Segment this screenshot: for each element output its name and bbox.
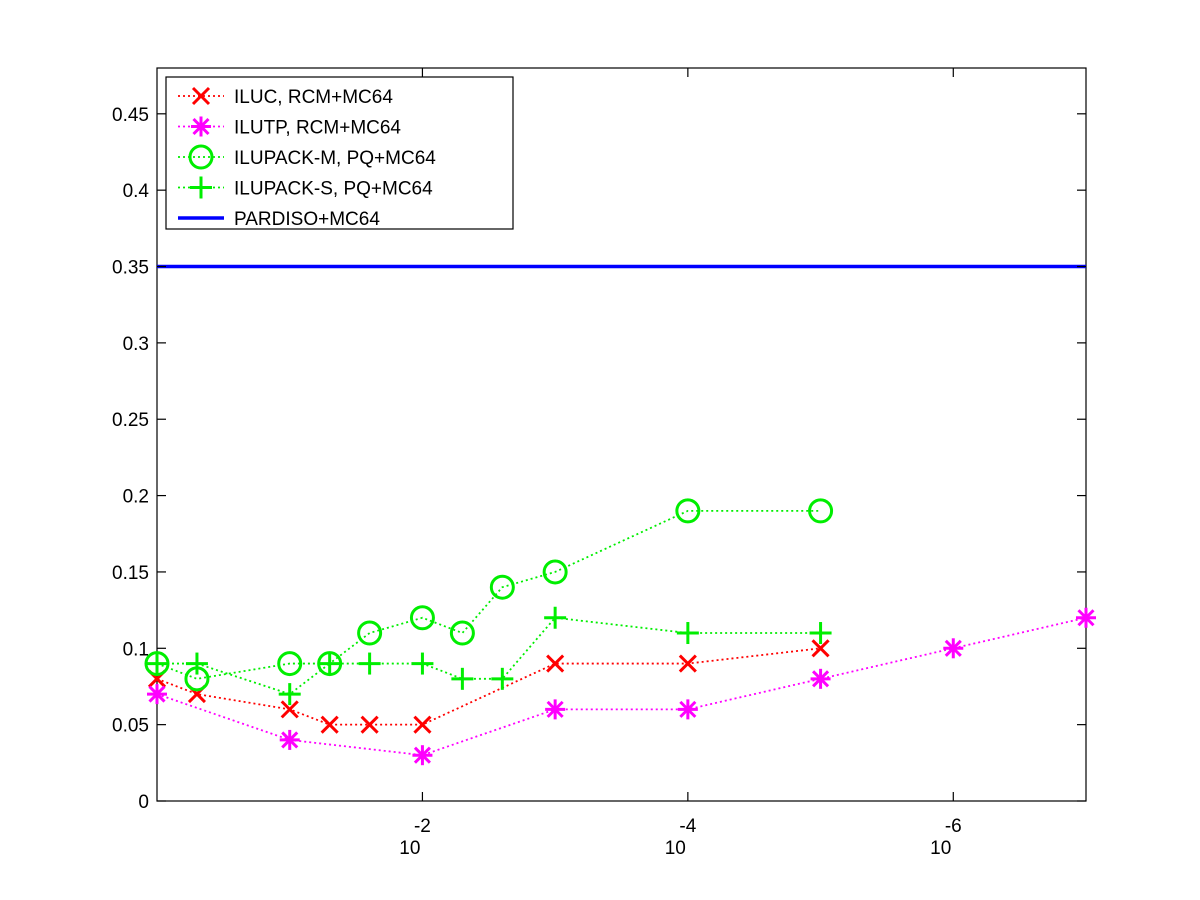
data-point <box>318 652 341 675</box>
y-tick-label: 0.4 <box>123 181 150 202</box>
data-point <box>147 684 167 705</box>
data-point <box>808 498 834 524</box>
legend-item: PARDISO+MC64 <box>178 209 380 230</box>
legend-label: ILUPACK-S, PQ+MC64 <box>234 179 433 200</box>
data-point <box>413 715 432 734</box>
legend: ILUC, RCM+MC64 ILUTP, RCM+MC64 ILUPACK-M, … <box>165 76 514 230</box>
data-point <box>1076 607 1096 628</box>
data-point <box>449 620 475 646</box>
y-tick-label: 0.25 <box>112 410 149 431</box>
data-point <box>360 715 379 734</box>
y-tick-label: 0 <box>138 792 149 813</box>
data-point <box>320 715 339 734</box>
data-point <box>357 620 383 646</box>
data-point <box>675 498 701 524</box>
data-point <box>676 622 699 645</box>
legend-item: ILUC, RCM+MC64 <box>178 86 393 108</box>
legend-label: ILUTP, RCM+MC64 <box>234 118 401 139</box>
x-tick-label-exponent: -4 <box>679 816 696 837</box>
data-point <box>451 667 474 690</box>
data-point <box>412 745 433 766</box>
data-point <box>677 699 698 720</box>
y-tick-label: 0.45 <box>112 105 149 126</box>
data-point <box>279 729 300 750</box>
series-3 <box>146 606 832 706</box>
x-tick-label-base: 10 <box>399 838 420 859</box>
data-point <box>409 605 435 631</box>
legend-item: ILUPACK-M, PQ+MC64 <box>178 144 436 170</box>
x-tick-label-exponent: -2 <box>414 816 431 837</box>
data-point <box>491 667 514 690</box>
y-tick-label: 0.35 <box>112 258 149 279</box>
y-tick-label: 0.05 <box>112 716 149 737</box>
data-point <box>185 652 208 675</box>
y-tick-label: 0.3 <box>123 334 149 355</box>
series-line <box>156 509 821 680</box>
series-1 <box>147 607 1096 766</box>
y-tick-label: 0.15 <box>112 563 149 584</box>
data-point <box>546 654 565 673</box>
data-point <box>809 622 832 645</box>
data-point <box>545 699 566 720</box>
series-layer <box>144 264 1096 766</box>
data-point <box>280 700 299 719</box>
data-point <box>489 574 515 600</box>
data-point <box>411 652 434 675</box>
data-point <box>943 638 964 659</box>
x-tick-label-exponent: -6 <box>945 816 962 837</box>
data-point <box>146 652 168 675</box>
y-tick-label: 0.2 <box>123 487 149 508</box>
legend-item: ILUPACK-S, PQ+MC64 <box>178 176 433 200</box>
data-point <box>678 654 697 673</box>
x-tick-label-base: 10 <box>930 838 951 859</box>
legend-label: ILUPACK-M, PQ+MC64 <box>234 148 436 169</box>
x-tick-label-base: 10 <box>665 838 686 859</box>
axes: 00.050.10.150.20.250.30.350.40.4510-210-… <box>112 68 1086 859</box>
legend-label: PARDISO+MC64 <box>234 209 380 230</box>
legend-box <box>165 76 514 230</box>
series-line <box>156 616 1087 757</box>
series-line <box>156 647 821 726</box>
series-0 <box>147 639 830 734</box>
data-point <box>277 651 303 677</box>
y-tick-label: 0.1 <box>123 639 149 660</box>
data-point <box>278 683 301 706</box>
data-point <box>810 668 831 689</box>
data-point <box>811 639 830 658</box>
data-point <box>544 606 567 629</box>
legend-item: ILUTP, RCM+MC64 <box>178 116 401 139</box>
data-point <box>542 559 568 585</box>
legend-label: ILUC, RCM+MC64 <box>234 87 393 108</box>
data-point <box>358 652 381 675</box>
